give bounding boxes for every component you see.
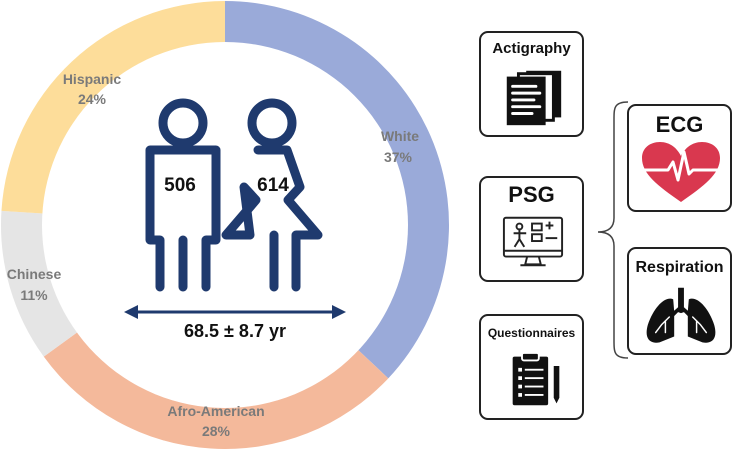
- ecg-card: ECG: [627, 104, 732, 212]
- slice-pct-chinese: 11%: [20, 287, 48, 303]
- male-figure-icon: [145, 98, 221, 292]
- actigraphy-card: Actigraphy: [479, 31, 584, 137]
- psg-card: PSG: [479, 176, 584, 282]
- psg-title: PSG: [508, 182, 555, 207]
- female-count: 614: [257, 175, 289, 196]
- slice-label-chinese: Chinese: [7, 266, 62, 282]
- monitor-icon: [502, 216, 564, 267]
- respiration-card: Respiration: [627, 247, 732, 355]
- actigraphy-title: Actigraphy: [492, 40, 571, 57]
- documents-icon: [506, 70, 562, 126]
- female-figure-icon: [221, 98, 323, 292]
- age-range-arrow: [124, 305, 346, 319]
- questionnaires-card: Questionnaires: [479, 314, 584, 420]
- respiration-title: Respiration: [635, 259, 724, 276]
- slice-label-hispanic: Hispanic: [63, 71, 122, 87]
- grouping-brace: [597, 101, 629, 359]
- mean-age-label: 68.5 ± 8.7 yr: [184, 321, 286, 341]
- ecg-title: ECG: [655, 112, 704, 137]
- slice-pct-white: 37%: [384, 149, 413, 165]
- lungs-icon: [646, 287, 716, 343]
- heart-ecg-icon: [640, 142, 722, 202]
- slice-label-afro-american: Afro-American: [167, 403, 264, 419]
- clipboard-icon: [512, 352, 560, 406]
- slice-pct-afro-american: 28%: [202, 423, 231, 439]
- questionnaires-title: Questionnaires: [487, 326, 576, 340]
- ethnicity-donut-chart: White 37% Afro-American 28% Chinese 11% …: [0, 1, 450, 449]
- slice-label-white: White: [381, 128, 419, 144]
- slice-pct-hispanic: 24%: [78, 91, 107, 107]
- male-count: 506: [164, 175, 196, 196]
